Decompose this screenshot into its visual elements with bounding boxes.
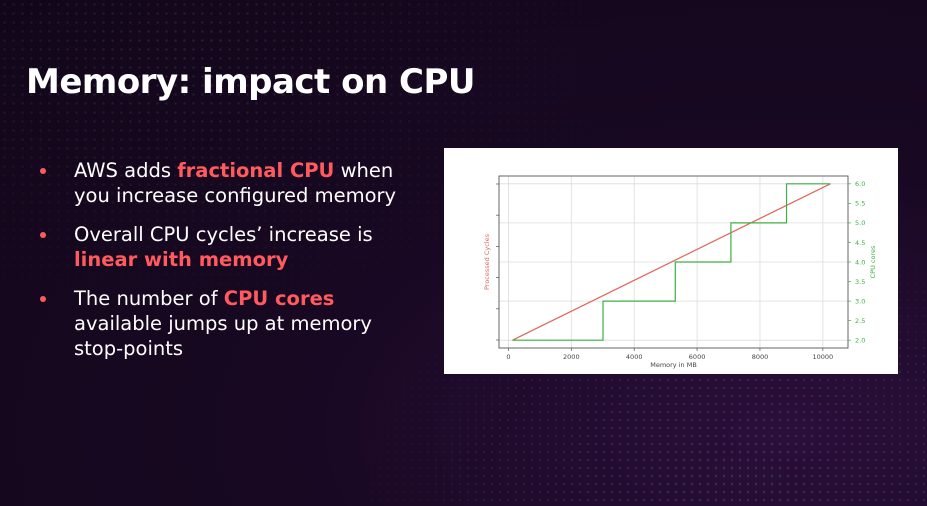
bullet-text: Overall CPU cycles’ increase is [74,223,373,246]
bullet-dot-icon [40,232,46,238]
bullet-text: AWS adds [74,159,178,182]
chart-card: 0 2000 4000 6000 8000 10000 2.0 2.5 3.0 3.5 4.0 4.5… [444,148,898,374]
y-right-axis-label: CPU cores [869,245,877,278]
bullet-item: Overall CPU cycles’ increase is linear w… [40,222,420,272]
y-right-tick-label: 5.0 [855,219,865,227]
y-left-axis-label: Processed Cycles [483,233,491,290]
x-tick-label: 8000 [752,353,769,361]
x-tick-label: 0 [506,353,510,361]
bullet-list: AWS adds fractional CPU when you increas… [40,158,420,375]
x-tick-label: 10000 [813,353,834,361]
bullet-dot-icon [40,296,46,302]
bullet-highlight: fractional CPU [177,159,335,182]
y-right-tick-label: 2.5 [855,317,865,325]
slide-title: Memory: impact on CPU [26,62,476,102]
bullet-item: The number of CPU cores available jumps … [40,286,420,361]
y-right-tick-label: 5.5 [855,200,865,208]
bullet-highlight: CPU cores [223,287,335,310]
processed-cycles-line [512,183,831,341]
x-tick-label: 4000 [626,353,643,361]
memory-cpu-chart: 0 2000 4000 6000 8000 10000 2.0 2.5 3.0 3.5 4.0 4.5… [483,175,877,369]
x-tick-label: 6000 [689,353,706,361]
bullet-text: when you increase configured memory [74,159,397,207]
y-right-tick-label: 3.0 [855,297,865,305]
y-right-tick-label: 4.5 [855,239,865,247]
x-axis-label: Memory in MB [650,361,697,369]
y-right-tick-label: 4.0 [855,258,865,266]
bullet-text: available jumps up at memory stop-points [74,312,372,360]
cpu-cores-step-line [512,183,831,341]
y-right-tick-label: 3.5 [855,278,865,286]
x-tick-label: 2000 [563,353,580,361]
bullet-text: The number of [74,287,224,310]
y-right-tick-label: 2.0 [855,336,865,344]
y-right-tick-label: 6.0 [855,180,865,188]
bullet-dot-icon [40,168,46,174]
bullet-highlight: linear with memory [74,248,289,271]
bullet-item: AWS adds fractional CPU when you increas… [40,158,420,208]
